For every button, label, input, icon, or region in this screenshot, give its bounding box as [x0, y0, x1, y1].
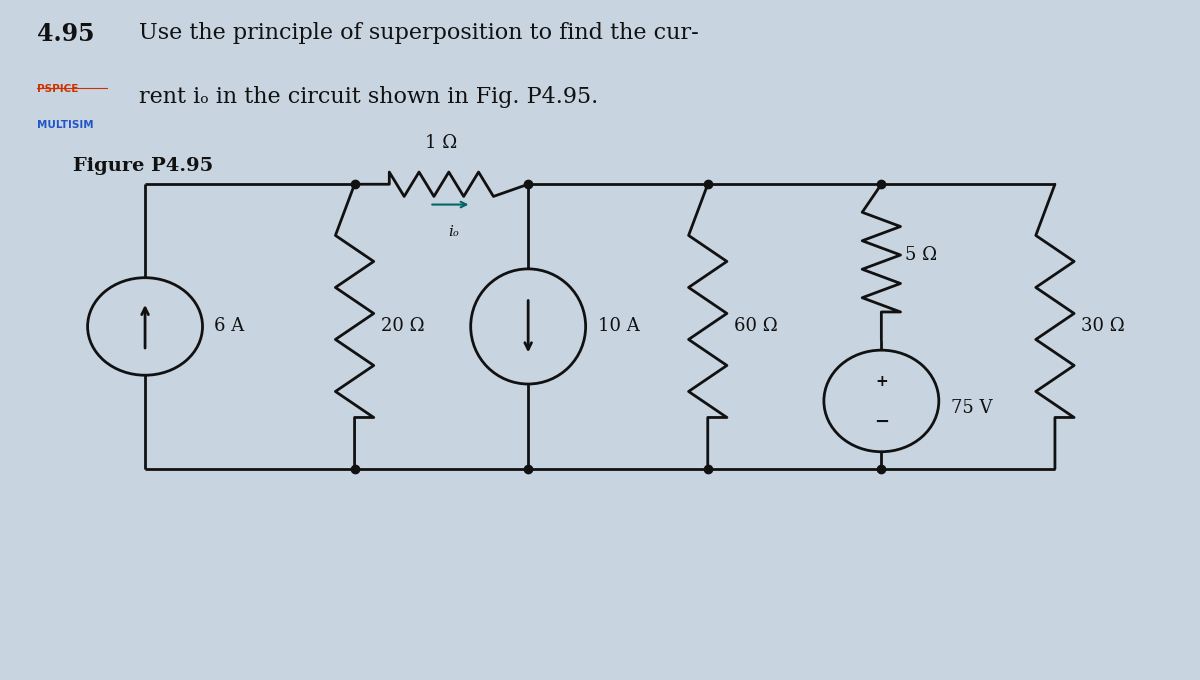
Text: 20 Ω: 20 Ω	[380, 318, 425, 335]
Text: 5 Ω: 5 Ω	[905, 246, 937, 265]
Text: iₒ: iₒ	[448, 225, 458, 239]
Text: MULTISIM: MULTISIM	[37, 120, 94, 130]
Text: 60 Ω: 60 Ω	[734, 318, 778, 335]
Text: +: +	[875, 374, 888, 389]
Text: 30 Ω: 30 Ω	[1081, 318, 1126, 335]
Text: 1 Ω: 1 Ω	[425, 134, 457, 152]
Text: Use the principle of superposition to find the cur-: Use the principle of superposition to fi…	[139, 22, 698, 44]
Text: rent iₒ in the circuit shown in Fig. P4.95.: rent iₒ in the circuit shown in Fig. P4.…	[139, 86, 599, 108]
Text: 75 V: 75 V	[950, 398, 992, 417]
Text: 4.95: 4.95	[37, 22, 95, 46]
Text: −: −	[874, 413, 889, 431]
Text: 10 A: 10 A	[598, 318, 640, 335]
Text: Figure P4.95: Figure P4.95	[73, 157, 214, 175]
Text: PSPICE: PSPICE	[37, 84, 79, 94]
Text: 6 A: 6 A	[215, 318, 245, 335]
